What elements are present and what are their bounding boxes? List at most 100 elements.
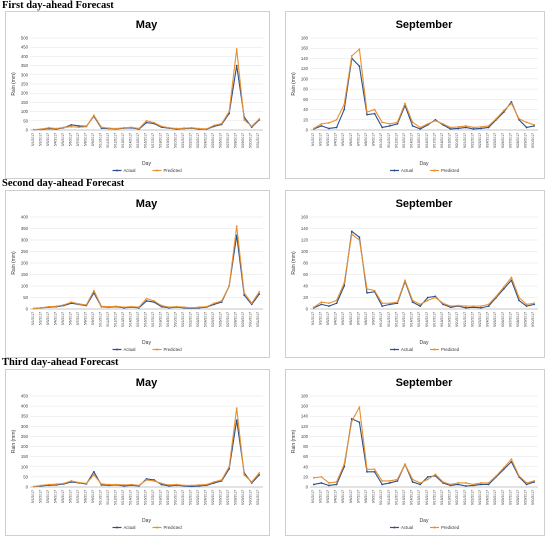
data-point-predicted	[472, 126, 475, 129]
data-point-predicted	[350, 420, 353, 423]
y-tick-label: 200	[21, 261, 29, 266]
data-point-predicted	[243, 473, 246, 476]
legend-marker-predicted	[433, 526, 436, 529]
data-point-predicted	[525, 482, 528, 484]
x-tick-label: 9/26/2017	[501, 312, 505, 327]
legend-marker-predicted	[156, 526, 158, 529]
data-point-predicted	[533, 123, 536, 126]
data-point-actual	[145, 300, 148, 302]
x-tick-label: 5/15/2017	[136, 312, 140, 327]
data-point-predicted	[381, 121, 384, 124]
chart-svg-3: May 0 50 100 150 200 250 300 350 400 Rain (mm) 5/1/…	[11, 198, 263, 352]
data-point-predicted	[205, 127, 208, 130]
x-tick-label: 9/27/2017	[508, 490, 512, 505]
x-tick-label: 9/19/2017	[448, 312, 452, 327]
x-tick-label: 9/9/2017	[372, 133, 376, 146]
x-tick-label: 5/20/2017	[174, 490, 178, 505]
data-point-predicted	[130, 305, 133, 308]
x-tick-label: 5/5/2017	[61, 490, 65, 503]
data-point-predicted	[404, 102, 406, 105]
chart-svg-2: September 0 20 40 60 80 100 120 140 160 180 Rain (m…	[291, 19, 538, 173]
data-point-predicted	[510, 276, 513, 279]
x-tick-label: 9/21/2017	[463, 133, 467, 148]
data-point-predicted	[235, 225, 238, 228]
x-tick-label: 9/7/2017	[356, 312, 360, 325]
x-tick-label: 5/1/2017	[31, 490, 35, 503]
data-point-predicted	[168, 484, 170, 486]
x-tick-label: 9/2/2017	[318, 312, 322, 325]
y-tick-label: 400	[21, 215, 29, 220]
data-point-actual	[258, 293, 261, 295]
data-point-actual	[411, 125, 414, 127]
chart-panel-5: May 0 50 100 150 200 250 300 350 400 450 Rain (mm) 5…	[5, 369, 270, 536]
data-point-predicted	[350, 233, 353, 236]
data-point-actual	[328, 127, 330, 130]
series-line-actual	[313, 57, 535, 130]
data-point-predicted	[472, 305, 475, 308]
y-tick-label: 0	[306, 128, 309, 133]
data-point-predicted	[190, 126, 193, 129]
y-tick-label: 450	[21, 394, 29, 399]
data-point-predicted	[32, 485, 35, 488]
x-tick-label: 5/16/2017	[144, 490, 148, 505]
legend-marker-predicted	[433, 169, 436, 172]
data-point-predicted	[175, 483, 178, 486]
x-tick-label: 5/9/2017	[91, 312, 95, 325]
x-tick-label: 5/20/2017	[174, 312, 178, 327]
x-axis-label: Day	[142, 161, 151, 167]
y-tick-label: 60	[303, 97, 308, 102]
data-point-predicted	[320, 475, 323, 478]
x-tick-label: 9/21/2017	[463, 312, 467, 327]
data-point-predicted	[115, 483, 118, 486]
x-tick-label: 5/10/2017	[98, 312, 102, 327]
data-point-predicted	[525, 303, 528, 306]
x-tick-label: 5/18/2017	[159, 312, 163, 327]
x-tick-label: 5/14/2017	[128, 312, 132, 327]
data-point-actual	[235, 419, 238, 422]
chart-panel-2: September 0 20 40 60 80 100 120 140 160 180 Rain (m…	[285, 11, 545, 179]
y-axis-label: Rain (mm)	[11, 430, 17, 454]
data-point-predicted	[92, 289, 95, 292]
series-line-actual	[313, 230, 535, 309]
y-tick-label: 100	[21, 109, 29, 114]
data-point-predicted	[373, 468, 376, 471]
y-tick-label: 140	[301, 414, 309, 419]
x-tick-label: 9/7/2017	[356, 490, 360, 503]
data-point-predicted	[145, 297, 148, 300]
chart-title: May	[136, 377, 158, 389]
data-point-predicted	[108, 483, 110, 486]
y-tick-label: 0	[26, 307, 29, 312]
data-point-actual	[381, 483, 384, 486]
data-point-predicted	[130, 483, 133, 486]
data-point-predicted	[138, 306, 140, 309]
data-point-predicted	[518, 474, 520, 477]
data-point-predicted	[495, 474, 498, 477]
x-tick-label: 9/17/2017	[432, 133, 436, 148]
x-tick-label: 5/28/2017	[234, 312, 238, 327]
x-tick-label: 9/27/2017	[508, 133, 512, 148]
data-point-predicted	[123, 126, 125, 129]
chart-title: May	[136, 19, 158, 31]
data-point-actual	[464, 306, 467, 309]
data-point-predicted	[100, 483, 103, 485]
data-point-predicted	[525, 121, 528, 124]
data-point-predicted	[77, 126, 80, 129]
data-point-predicted	[77, 481, 80, 484]
data-point-predicted	[213, 124, 216, 127]
x-tick-label: 9/29/2017	[524, 312, 528, 327]
data-point-actual	[320, 125, 323, 127]
data-point-actual	[480, 127, 482, 130]
legend-marker-predicted	[433, 348, 436, 351]
x-tick-label: 9/18/2017	[440, 490, 444, 505]
data-point-predicted	[442, 302, 444, 305]
legend-label-actual: Actual	[401, 525, 413, 530]
x-tick-label: 9/19/2017	[448, 490, 452, 505]
y-tick-label: 100	[21, 284, 29, 289]
x-tick-label: 9/22/2017	[470, 133, 474, 148]
data-point-predicted	[213, 481, 216, 483]
data-point-predicted	[55, 127, 58, 130]
data-point-actual	[358, 65, 361, 68]
x-tick-label: 9/16/2017	[425, 490, 429, 505]
x-tick-label: 5/19/2017	[166, 490, 170, 505]
data-point-predicted	[138, 484, 140, 487]
